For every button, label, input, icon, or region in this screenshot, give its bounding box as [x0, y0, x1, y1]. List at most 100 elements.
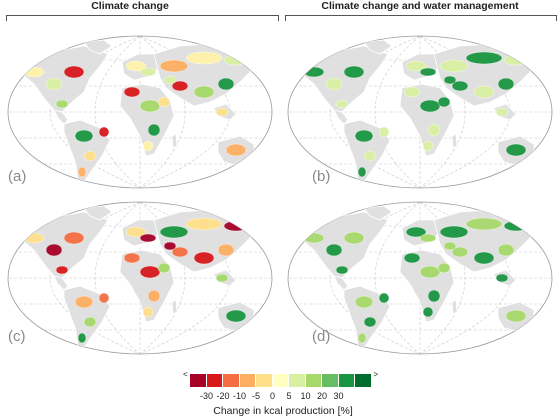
color-legend: < -30 -20 -10 -5 0 5 10 20 30 > Change in kcal prod…: [183, 370, 383, 420]
change-patch: [157, 96, 171, 108]
map-panel-d: (d): [284, 198, 556, 358]
change-patch: [185, 51, 223, 65]
change-patch: [125, 60, 147, 72]
continent-central-america: [53, 109, 69, 125]
change-patch: [503, 54, 529, 66]
change-patch: [427, 289, 441, 303]
change-patch: [98, 292, 110, 304]
map-a-svg: [7, 35, 273, 189]
change-patch: [142, 306, 154, 318]
change-patch: [451, 246, 469, 258]
change-patch: [171, 80, 189, 92]
legend-swatch: [239, 374, 256, 387]
change-patch: [443, 241, 457, 251]
legend-tick: -10: [232, 391, 246, 401]
change-patch: [497, 77, 515, 91]
change-patch: [419, 233, 437, 243]
continent-madagascar: [451, 133, 458, 149]
panel-label-a: (a): [8, 168, 27, 185]
change-patch: [422, 306, 434, 318]
header-climate-water: Climate change and water management: [321, 0, 519, 12]
change-patch: [185, 217, 223, 231]
change-patch: [473, 85, 495, 99]
panel-label-d: (d): [312, 328, 331, 345]
change-patch: [225, 143, 247, 157]
legend-title: Change in kcal production [%]: [213, 405, 353, 417]
panel-label-b: (b): [312, 168, 331, 185]
change-patch: [419, 99, 441, 113]
change-patch: [225, 309, 247, 323]
change-patch: [465, 217, 503, 231]
change-patch: [123, 86, 141, 98]
change-patch: [403, 252, 421, 264]
change-patch: [357, 166, 367, 178]
change-patch: [378, 292, 390, 304]
continent-greenland: [83, 39, 113, 55]
change-patch: [343, 65, 365, 79]
change-patch: [217, 77, 235, 91]
change-patch: [77, 166, 87, 178]
continent-central-america: [53, 275, 69, 291]
legend-tick: 30: [333, 391, 344, 401]
legend-swatch: [289, 374, 306, 387]
change-patch: [223, 220, 249, 232]
legend-swatch: [305, 374, 322, 387]
change-patch: [465, 51, 503, 65]
continent-madagascar: [171, 133, 178, 149]
change-patch: [23, 232, 45, 244]
continent-central-america: [333, 109, 349, 125]
header-bracket-left: [6, 15, 279, 21]
change-patch: [139, 265, 161, 279]
change-patch: [419, 265, 441, 279]
change-patch: [439, 225, 469, 239]
legend-swatch: [272, 374, 289, 387]
legend-tick: 5: [286, 391, 292, 401]
change-patch: [443, 75, 457, 85]
change-patch: [451, 80, 469, 92]
change-patch: [125, 226, 147, 238]
change-patch: [83, 316, 97, 328]
legend-swatch: [223, 374, 240, 387]
map-outline: [7, 35, 273, 189]
change-patches: [23, 51, 249, 178]
change-patch: [77, 332, 87, 344]
change-patch: [139, 67, 157, 77]
legend-swatch: [338, 374, 355, 387]
legend-swatch: [322, 374, 339, 387]
map-outline: [287, 201, 553, 355]
header-climate-change: Climate change: [91, 0, 169, 12]
change-patch: [505, 309, 527, 323]
change-patch: [74, 295, 94, 309]
change-patch: [325, 243, 343, 257]
change-patch: [439, 59, 469, 73]
change-patch: [217, 243, 235, 257]
change-patch: [419, 67, 437, 77]
legend-tick: <: [183, 370, 188, 379]
continent-greenland: [363, 39, 393, 55]
change-patch: [123, 252, 141, 264]
change-patch: [159, 225, 189, 239]
change-patch: [335, 265, 349, 275]
panel-label-c: (c): [8, 328, 26, 345]
continent-greenland: [83, 205, 113, 221]
change-patch: [223, 54, 249, 66]
legend-swatch: [206, 374, 223, 387]
legend-tick: -5: [251, 391, 260, 401]
change-patch: [74, 129, 94, 143]
change-patch: [354, 295, 374, 309]
change-patch: [363, 316, 377, 328]
change-patch: [303, 232, 325, 244]
continent-madagascar: [451, 299, 458, 315]
map-c-svg: [7, 201, 273, 355]
change-patch: [98, 126, 110, 138]
change-patch: [354, 129, 374, 143]
map-b-svg: [287, 35, 553, 189]
change-patch: [63, 231, 85, 245]
legend-tick: -20: [216, 391, 230, 401]
legend-swatch: [355, 374, 372, 387]
map-outline: [287, 35, 553, 189]
continent-madagascar: [171, 299, 178, 315]
change-patch: [45, 243, 63, 257]
change-patch: [505, 143, 527, 157]
change-patch: [378, 126, 390, 138]
